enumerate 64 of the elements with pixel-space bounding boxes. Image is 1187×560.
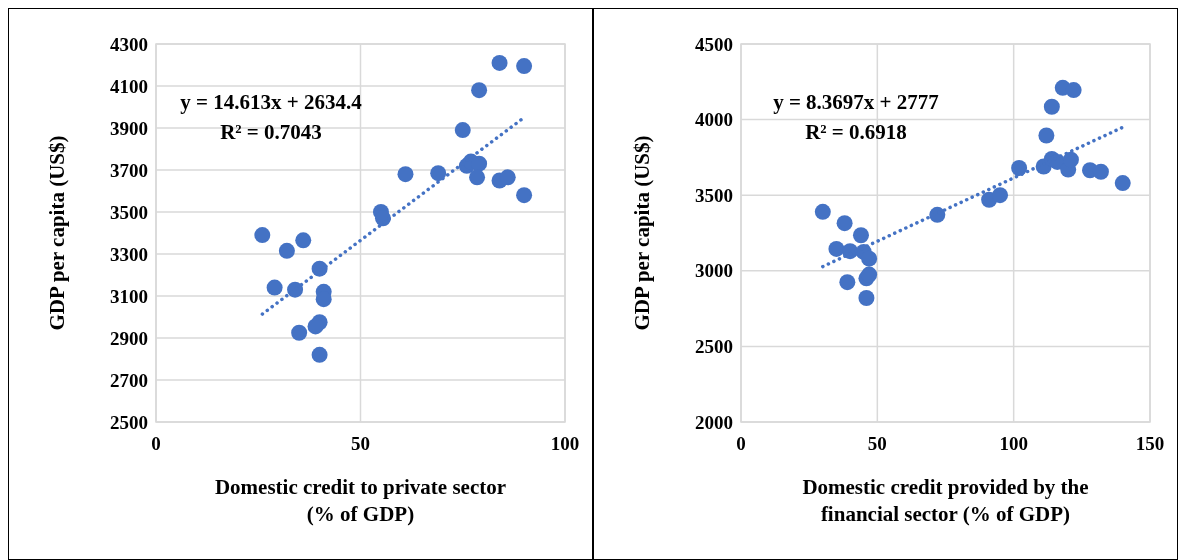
x-tick-label: 0 bbox=[151, 433, 161, 454]
y-axis-title: GDP per capita (US$) bbox=[45, 135, 69, 331]
point bbox=[430, 165, 447, 182]
x-tick-label: 0 bbox=[736, 433, 746, 454]
point bbox=[814, 203, 831, 220]
point bbox=[852, 227, 869, 244]
point bbox=[397, 166, 414, 183]
point bbox=[291, 324, 308, 341]
point bbox=[1114, 175, 1131, 192]
point bbox=[499, 169, 516, 186]
point bbox=[469, 169, 486, 186]
point bbox=[295, 232, 312, 249]
y-tick-label: 2700 bbox=[110, 369, 148, 391]
point bbox=[1011, 159, 1028, 176]
point bbox=[491, 54, 508, 71]
point bbox=[311, 346, 328, 363]
y-tick-label: 4300 bbox=[110, 33, 148, 55]
x-tick-label: 100 bbox=[550, 433, 580, 454]
point bbox=[1043, 98, 1060, 115]
y-tick-label: 3500 bbox=[695, 184, 733, 206]
y-tick-label: 2000 bbox=[695, 411, 733, 433]
y-tick-label: 3500 bbox=[110, 201, 148, 223]
x-tick-label: 50 bbox=[867, 433, 887, 454]
y-tick-label: 2900 bbox=[110, 327, 148, 349]
x-axis-title: Domestic credit to private sector (% of GDP) bbox=[214, 475, 507, 526]
annotation: y = 14.613x + 2634.4 bbox=[180, 90, 363, 114]
point bbox=[992, 187, 1009, 204]
x-axis-title: Domestic credit provided by the financial sector (% of GDP) bbox=[802, 475, 1089, 526]
point bbox=[307, 318, 324, 335]
point bbox=[516, 58, 533, 75]
point bbox=[1062, 151, 1079, 168]
annotation: R² = 0.6918 bbox=[805, 120, 907, 144]
y-tick-label: 3300 bbox=[110, 243, 148, 265]
point bbox=[1092, 163, 1109, 180]
annotation: y = 8.3697x + 2777 bbox=[773, 90, 939, 114]
point bbox=[266, 279, 283, 296]
point bbox=[471, 82, 488, 99]
point bbox=[861, 266, 878, 283]
point bbox=[278, 242, 295, 259]
point bbox=[454, 122, 471, 139]
point bbox=[471, 155, 488, 172]
point bbox=[1038, 127, 1055, 144]
y-tick-label: 4100 bbox=[110, 75, 148, 97]
y-tick-label: 4000 bbox=[695, 109, 733, 131]
point bbox=[836, 215, 853, 232]
point bbox=[858, 290, 875, 307]
point bbox=[254, 227, 271, 244]
point bbox=[828, 240, 845, 257]
x-tick-label: 100 bbox=[999, 433, 1028, 454]
y-tick-label: 2500 bbox=[695, 336, 733, 358]
x-tick-label: 50 bbox=[351, 433, 370, 454]
x-tick-label: 150 bbox=[1135, 433, 1165, 454]
y-tick-label: 3100 bbox=[110, 285, 148, 307]
point bbox=[839, 274, 856, 291]
y-tick-label: 3000 bbox=[695, 260, 733, 282]
y-tick-label: 2500 bbox=[110, 411, 148, 433]
y-tick-label: 3700 bbox=[110, 159, 148, 181]
point bbox=[516, 187, 533, 204]
y-tick-label: 4500 bbox=[695, 33, 733, 55]
y-axis-title: GDP per capita (US$) bbox=[630, 135, 654, 331]
point bbox=[861, 250, 878, 267]
annotation: R² = 0.7043 bbox=[220, 120, 322, 144]
point bbox=[1065, 82, 1082, 99]
y-tick-label: 3900 bbox=[110, 117, 148, 139]
